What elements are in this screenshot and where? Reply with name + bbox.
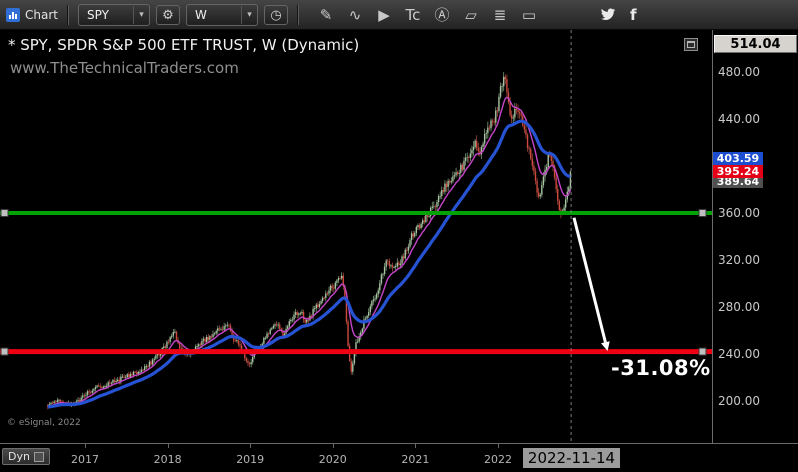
- chevron-down-icon: ▾: [132, 5, 149, 24]
- playback-icon[interactable]: ▶: [378, 5, 390, 24]
- time-axis-year: 2020: [318, 453, 347, 466]
- toolbar-separator: [296, 4, 299, 25]
- time-axis[interactable]: Dyn 2022-11-14 2017 2018 2019 2020 2021 2022: [0, 443, 798, 472]
- price-axis-label: 320.00: [718, 253, 760, 267]
- restore-icon: [687, 41, 695, 48]
- chart-icon: [6, 7, 20, 22]
- chart-region: * SPY, SPDR S&P 500 ETF TRUST, W (Dynami…: [0, 30, 712, 443]
- restore-window-button[interactable]: [684, 38, 698, 51]
- toolbar-separator: [66, 4, 69, 25]
- price-axis[interactable]: 514.04 480.00 440.00 360.00 320.00 280.00 240…: [712, 30, 798, 472]
- eraser-icon[interactable]: ▱: [465, 5, 477, 24]
- gear-icon: ⚙: [162, 6, 174, 22]
- drawdown-percent-label: -31.08%: [611, 356, 711, 380]
- time-axis-year: 2021: [401, 453, 430, 466]
- time-axis-tick: [85, 444, 86, 448]
- crosshair-date-badge: 2022-11-14: [523, 448, 620, 468]
- chat-icon[interactable]: ▭: [521, 5, 537, 24]
- chart-menu-label: Chart: [25, 7, 58, 22]
- time-axis-tick: [415, 444, 417, 448]
- copyright-text: © eSignal, 2022: [7, 418, 81, 428]
- watermark: www.TheTechnicalTraders.com: [10, 59, 239, 77]
- settings-button[interactable]: ⚙: [155, 4, 180, 25]
- price-axis-label: 200.00: [718, 394, 760, 408]
- time-axis-year: 2018: [153, 453, 182, 466]
- price-badge: 403.59: [713, 152, 763, 166]
- chart-title: * SPY, SPDR S&P 500 ETF TRUST, W (Dynami…: [8, 36, 360, 54]
- toolbar: Chart SPY ▾ ⚙ W ▾ ◷ ✎ ∿ ▶ Tc Ⓐ ▱ ≣ ▭ f: [0, 0, 798, 30]
- interval-value: W: [194, 7, 207, 22]
- time-history-button[interactable]: ◷: [263, 4, 288, 25]
- price-axis-label: 480.00: [718, 65, 760, 79]
- drawing-tools-group: ✎ ∿ ▶ Tc Ⓐ ▱ ≣ ▭: [316, 4, 539, 25]
- chart-menu[interactable]: Chart: [6, 7, 58, 22]
- price-axis-label: 360.00: [718, 206, 760, 220]
- quote-list-icon[interactable]: ≣: [493, 5, 507, 24]
- time-axis-tick: [332, 444, 334, 448]
- annotate-text-icon[interactable]: Ⓐ: [434, 6, 450, 24]
- time-axis-year: 2017: [71, 453, 99, 466]
- time-axis-tick: [167, 444, 169, 448]
- symbol-value: SPY: [86, 7, 109, 22]
- dyn-button[interactable]: Dyn: [2, 448, 50, 465]
- social-links: f: [601, 6, 637, 24]
- price-axis-label: 440.00: [718, 112, 760, 126]
- price-axis-label: 240.00: [718, 347, 760, 361]
- interval-dropdown[interactable]: W ▾: [185, 3, 258, 26]
- clock-icon: ◷: [270, 6, 282, 22]
- price-badge: 395.24: [713, 165, 763, 179]
- price-axis-label: 280.00: [718, 300, 760, 314]
- time-cycles-icon[interactable]: Tc: [405, 5, 421, 24]
- time-axis-year: 2022: [484, 453, 512, 466]
- time-axis-tick: [250, 444, 252, 448]
- axis-top-price-box: 514.04: [714, 35, 797, 53]
- dyn-mode-icon: [33, 451, 44, 462]
- trendline-tool-icon[interactable]: ∿: [348, 5, 362, 24]
- candlestick-chart[interactable]: [0, 30, 712, 443]
- facebook-icon[interactable]: f: [629, 5, 637, 24]
- time-axis-year: 2019: [236, 453, 265, 466]
- symbol-dropdown[interactable]: SPY ▾: [77, 3, 150, 26]
- chevron-down-icon: ▾: [240, 5, 257, 24]
- draw-pencil-icon[interactable]: ✎: [319, 5, 333, 24]
- twitter-icon[interactable]: [601, 8, 616, 21]
- time-axis-tick: [498, 444, 499, 448]
- dyn-button-label: Dyn: [8, 450, 30, 463]
